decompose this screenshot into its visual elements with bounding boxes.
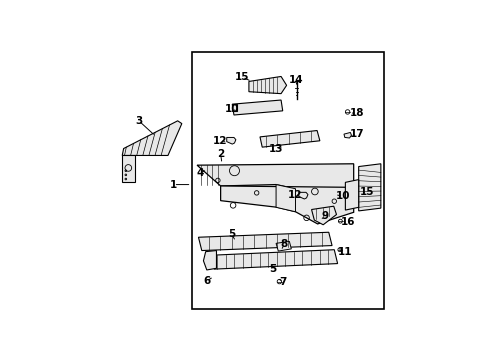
Polygon shape bbox=[249, 76, 287, 94]
Text: 8: 8 bbox=[281, 239, 288, 249]
Polygon shape bbox=[276, 185, 295, 212]
Text: 2: 2 bbox=[217, 149, 224, 159]
Text: 3: 3 bbox=[135, 116, 143, 126]
Text: 7: 7 bbox=[279, 277, 287, 287]
Text: 11: 11 bbox=[338, 247, 352, 257]
Polygon shape bbox=[344, 132, 351, 138]
Text: 1: 1 bbox=[170, 180, 177, 190]
Text: 9: 9 bbox=[321, 211, 328, 221]
Polygon shape bbox=[197, 164, 354, 198]
Polygon shape bbox=[312, 206, 337, 225]
Text: 10: 10 bbox=[224, 104, 239, 114]
Polygon shape bbox=[260, 131, 320, 147]
Polygon shape bbox=[227, 138, 236, 144]
Polygon shape bbox=[122, 156, 135, 182]
Text: 18: 18 bbox=[350, 108, 364, 118]
Text: 5: 5 bbox=[228, 229, 235, 239]
Text: 5: 5 bbox=[270, 264, 277, 274]
Text: 16: 16 bbox=[341, 217, 355, 227]
Text: 10: 10 bbox=[335, 191, 350, 201]
Bar bbox=[192, 51, 384, 309]
Polygon shape bbox=[220, 186, 354, 224]
Text: 17: 17 bbox=[350, 129, 365, 139]
Polygon shape bbox=[203, 251, 217, 270]
Polygon shape bbox=[211, 250, 338, 269]
Polygon shape bbox=[232, 104, 237, 111]
Text: 12: 12 bbox=[288, 190, 302, 200]
Polygon shape bbox=[232, 100, 283, 115]
Text: 6: 6 bbox=[203, 276, 210, 286]
Polygon shape bbox=[299, 192, 308, 199]
Text: 15: 15 bbox=[235, 72, 249, 82]
Text: 14: 14 bbox=[289, 75, 303, 85]
Text: 13: 13 bbox=[269, 144, 283, 154]
Polygon shape bbox=[359, 164, 381, 211]
Text: 4: 4 bbox=[196, 168, 203, 179]
Polygon shape bbox=[345, 180, 359, 210]
Polygon shape bbox=[276, 242, 292, 251]
Polygon shape bbox=[198, 232, 332, 251]
Text: 12: 12 bbox=[213, 136, 227, 146]
Polygon shape bbox=[122, 121, 182, 156]
Text: 15: 15 bbox=[360, 187, 374, 197]
